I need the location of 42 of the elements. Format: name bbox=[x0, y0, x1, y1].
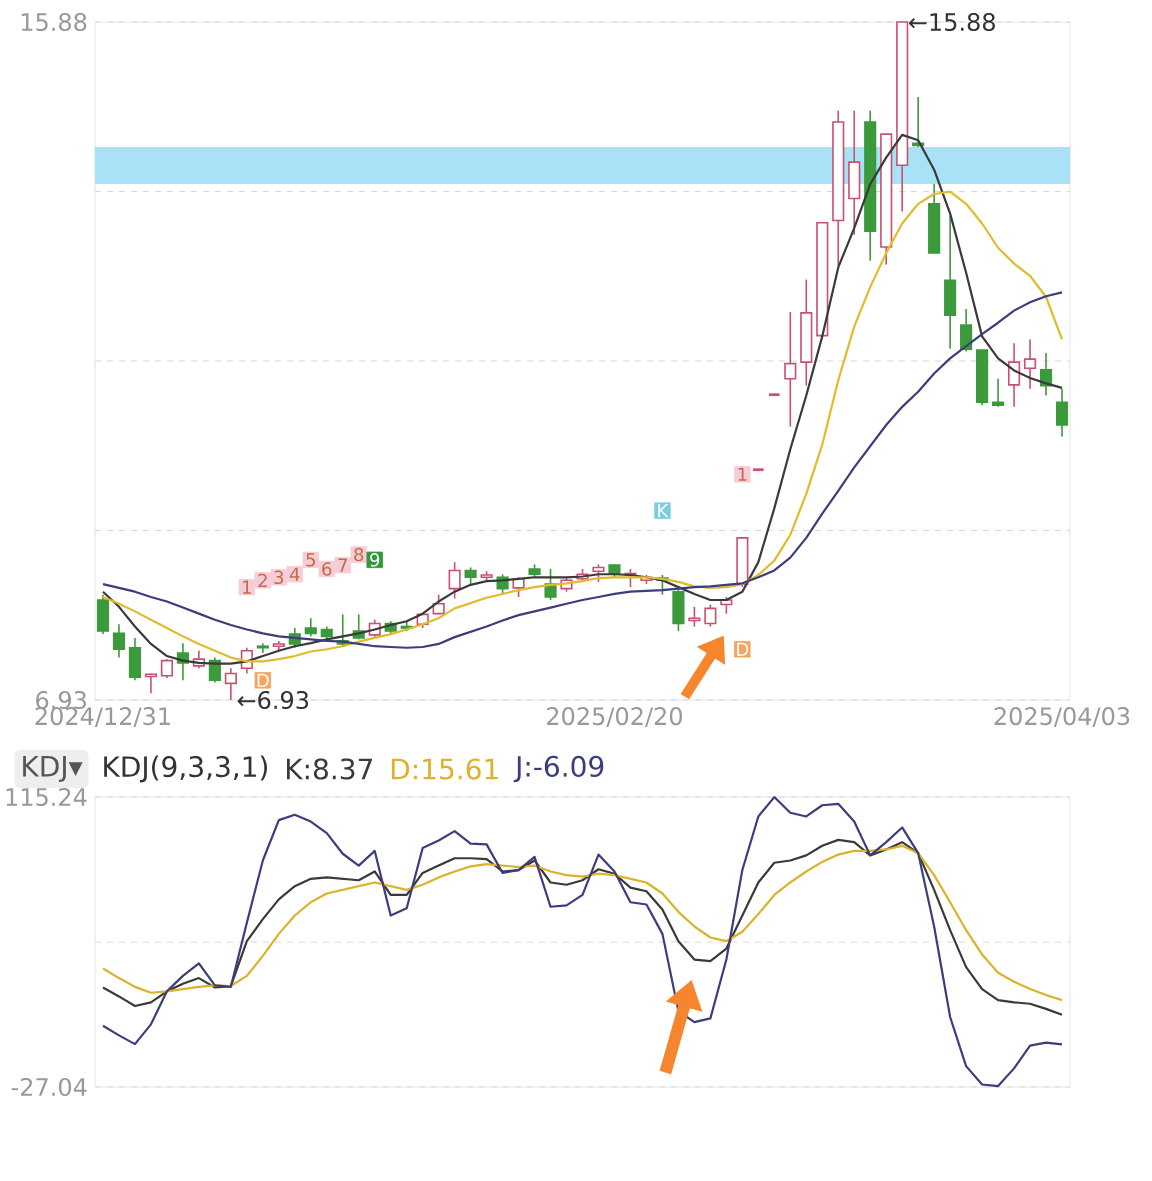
x-tick-label: 2025/04/03 bbox=[994, 707, 1130, 728]
annotation: 7 bbox=[338, 558, 347, 572]
y-tick-label: 6.93 bbox=[36, 690, 86, 710]
annotation: 1 bbox=[243, 580, 251, 594]
candlestick bbox=[784, 311, 797, 428]
candlestick bbox=[144, 672, 158, 694]
annotation: ←6.93 bbox=[237, 690, 309, 710]
annotation: D bbox=[737, 642, 749, 656]
x-tick-label: 2025/02/20 bbox=[547, 707, 683, 728]
candlestick bbox=[992, 378, 1005, 408]
annotation: 8 bbox=[354, 547, 364, 562]
candlestick bbox=[704, 603, 717, 628]
candlestick bbox=[1055, 387, 1069, 438]
chart-title: KDJ(9,3,3,1) bbox=[104, 755, 268, 783]
annotation: 5 bbox=[306, 553, 315, 567]
candlestick bbox=[224, 667, 237, 701]
text: KDJ▾ bbox=[23, 755, 83, 783]
candlestick bbox=[512, 576, 525, 598]
annotation: 1 bbox=[738, 467, 747, 481]
candlestick bbox=[448, 561, 461, 600]
annotation: K bbox=[658, 504, 669, 518]
candlestick bbox=[688, 606, 701, 628]
candlestick bbox=[304, 617, 317, 638]
text: D:15.61 bbox=[391, 758, 498, 780]
x-tick-label: 2024/12/31 bbox=[35, 707, 170, 728]
y-tick-label: 15.88 bbox=[21, 12, 87, 32]
annotation: 9 bbox=[370, 553, 380, 567]
line-series bbox=[101, 795, 1064, 1088]
annotation: 2 bbox=[258, 573, 267, 587]
y-tick-label: 115.24 bbox=[6, 787, 87, 807]
text: J:-6.09 bbox=[513, 755, 604, 783]
candlestick bbox=[160, 658, 173, 679]
annotation: D bbox=[257, 673, 269, 687]
annotation: ←15.88 bbox=[908, 12, 995, 32]
candlestick bbox=[112, 623, 126, 659]
text: K:8.37 bbox=[286, 758, 372, 780]
annotation: 6 bbox=[322, 562, 332, 576]
annotation: 4 bbox=[289, 567, 300, 581]
candlestick bbox=[1023, 338, 1037, 390]
annotation: 3 bbox=[274, 570, 284, 585]
y-tick-label: -27.04 bbox=[11, 1077, 87, 1097]
candlestick bbox=[1007, 342, 1021, 408]
